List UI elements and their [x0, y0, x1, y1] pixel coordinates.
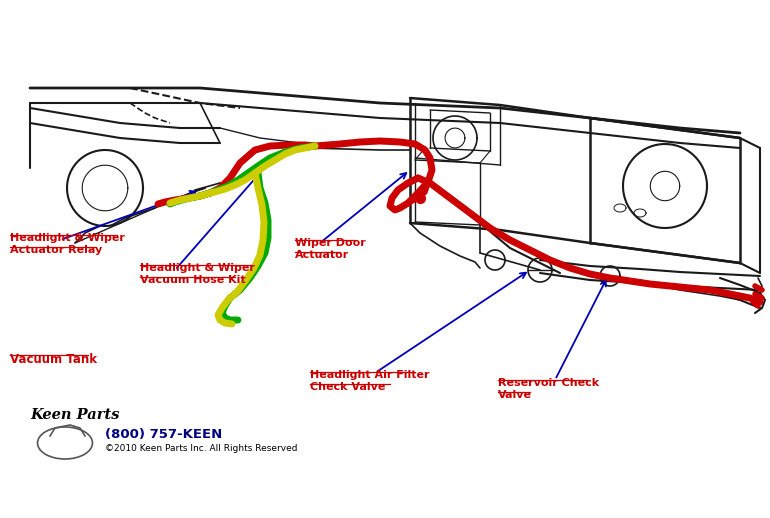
Text: ©2010 Keen Parts Inc. All Rights Reserved: ©2010 Keen Parts Inc. All Rights Reserve…	[105, 444, 297, 453]
Text: Actuator Relay: Actuator Relay	[10, 245, 102, 255]
Text: Valve: Valve	[498, 390, 532, 400]
Text: (800) 757-KEEN: (800) 757-KEEN	[105, 428, 223, 441]
Text: Headlight & Wiper: Headlight & Wiper	[140, 263, 255, 273]
Text: Headlight Air Filter: Headlight Air Filter	[310, 370, 430, 380]
Text: Headlight & Wiper: Headlight & Wiper	[10, 233, 125, 243]
Text: Vacuum Hose Kit: Vacuum Hose Kit	[140, 275, 246, 285]
Text: Reservoir Check: Reservoir Check	[498, 378, 599, 388]
Text: Keen Parts: Keen Parts	[30, 408, 119, 422]
Text: Check Valve: Check Valve	[310, 382, 385, 392]
Text: Wiper Door: Wiper Door	[295, 238, 366, 248]
Text: Vacuum Tank: Vacuum Tank	[10, 353, 97, 366]
Text: Actuator: Actuator	[295, 250, 350, 260]
